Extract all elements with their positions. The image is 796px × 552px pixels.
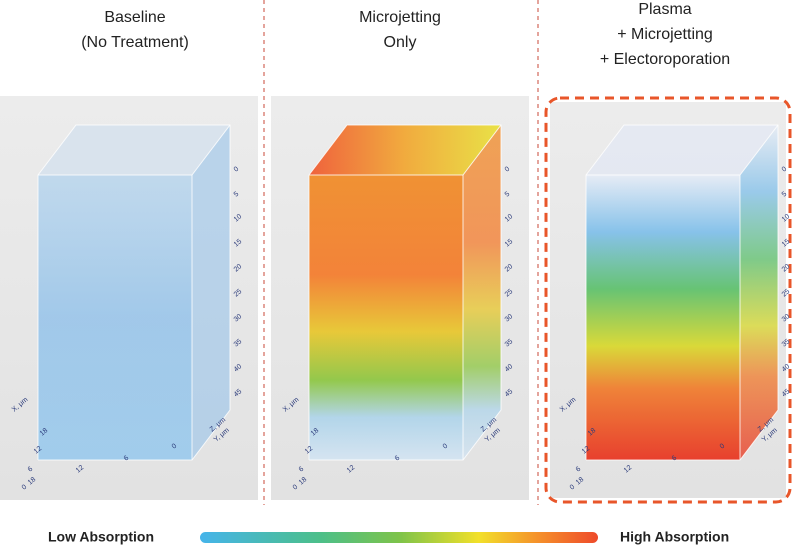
y-tick: 0 [442, 443, 450, 451]
z-tick: 40 [233, 363, 244, 373]
z-tick: 25 [781, 288, 792, 298]
x-tick: 6 [575, 466, 583, 474]
x-tick: 12 [581, 445, 592, 455]
panel-title: Only [384, 34, 417, 51]
z-tick: 5 [504, 191, 512, 199]
legend-low: Low Absorption [48, 529, 154, 545]
z-tick: 5 [781, 191, 789, 199]
z-tick: 20 [504, 263, 515, 273]
z-tick: 0 [233, 166, 241, 174]
x-tick: 12 [304, 445, 315, 455]
z-tick: 0 [781, 166, 789, 174]
z-tick: 30 [781, 313, 792, 323]
z-tick: 45 [504, 388, 515, 398]
box-top [309, 125, 501, 175]
y-tick: 0 [719, 443, 727, 451]
z-tick: 30 [233, 313, 244, 323]
y-tick: 0 [171, 443, 179, 451]
y-tick: 6 [394, 455, 402, 463]
z-tick: 25 [233, 288, 244, 298]
x-tick: 0 [21, 484, 29, 492]
z-tick: 10 [504, 213, 515, 223]
z-tick: 35 [233, 338, 244, 348]
y-tick: 6 [671, 455, 679, 463]
box-front [586, 175, 740, 460]
colorbar [200, 532, 598, 543]
z-tick: 10 [781, 213, 792, 223]
box-top [38, 125, 230, 175]
z-tick: 0 [504, 166, 512, 174]
box-side [740, 125, 778, 460]
x-tick: 6 [27, 466, 35, 474]
z-tick: 30 [504, 313, 515, 323]
y-tick: 18 [298, 476, 309, 486]
panel-title: (No Treatment) [81, 34, 189, 51]
y-tick: 18 [27, 476, 38, 486]
box-front [309, 175, 463, 460]
z-tick: 45 [233, 388, 244, 398]
highlight-border [544, 96, 792, 504]
x-tick: 12 [33, 445, 44, 455]
x-tick: 0 [569, 484, 577, 492]
z-tick: 15 [781, 238, 792, 248]
y-tick: 6 [123, 455, 131, 463]
box-side [463, 125, 501, 460]
z-tick: 35 [504, 338, 515, 348]
z-tick: 40 [781, 363, 792, 373]
box-front [38, 175, 192, 460]
y-tick: 12 [75, 464, 86, 474]
x-tick: 0 [292, 484, 300, 492]
z-tick: 45 [781, 388, 792, 398]
z-tick: 25 [504, 288, 515, 298]
panel-title: + Electoroporation [600, 51, 730, 68]
panel-title: Microjetting [359, 9, 441, 26]
z-tick: 15 [233, 238, 244, 248]
box-side [192, 125, 230, 460]
y-tick: 18 [575, 476, 586, 486]
x-tick: 6 [298, 466, 306, 474]
z-tick: 40 [504, 363, 515, 373]
panel-title: Plasma [638, 1, 691, 18]
z-tick: 15 [504, 238, 515, 248]
box-top [586, 125, 778, 175]
z-tick: 20 [781, 263, 792, 273]
z-tick: 20 [233, 263, 244, 273]
y-tick: 12 [623, 464, 634, 474]
z-tick: 35 [781, 338, 792, 348]
panel-title: + Microjetting [617, 26, 713, 43]
legend-high: High Absorption [620, 529, 729, 545]
x-tick: 18 [310, 427, 321, 437]
z-tick: 10 [233, 213, 244, 223]
x-tick: 18 [39, 427, 50, 437]
panel-title: Baseline [104, 9, 165, 26]
x-tick: 18 [587, 427, 598, 437]
z-tick: 5 [233, 191, 241, 199]
y-tick: 12 [346, 464, 357, 474]
